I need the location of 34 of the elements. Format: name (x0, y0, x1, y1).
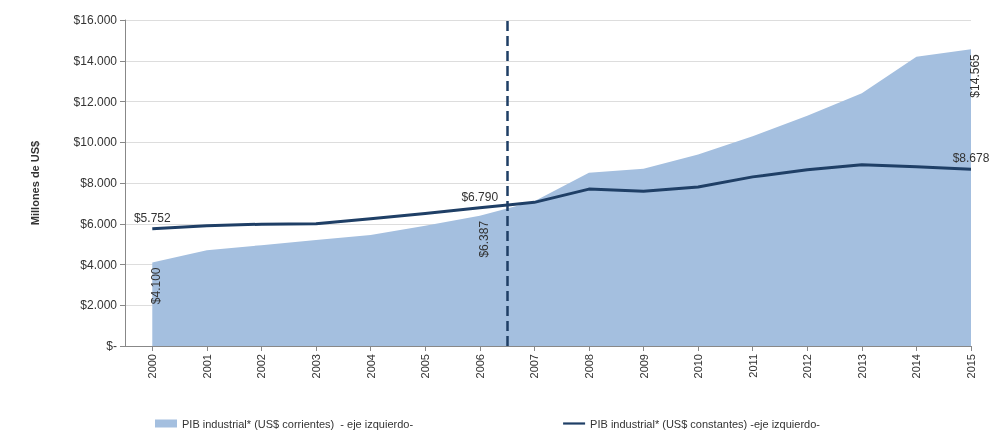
x-tick-label: 2012 (801, 354, 814, 379)
data-label: $6.387 (476, 220, 491, 258)
y-tick-label: $2.000 (80, 298, 118, 313)
x-tick-label: 2004 (364, 354, 377, 379)
x-tick-label: 2007 (528, 354, 541, 379)
legend-label: PIB industrial* (US$ constantes) -eje izquierdo- (590, 417, 821, 430)
y-tick-label: $6.000 (80, 216, 118, 231)
x-tick-label: 2003 (310, 354, 323, 379)
x-tick-label: 2000 (146, 354, 159, 379)
x-tick-label: 2011 (746, 354, 759, 378)
x-tick-label: 2008 (582, 354, 595, 379)
x-tick-label: 2010 (692, 354, 705, 379)
y-tick-label: $- (106, 339, 117, 353)
y-tick-label: $14.000 (73, 53, 118, 68)
legend-label: PIB industrial* (US$ corrientes) - eje izquierdo- (182, 417, 414, 430)
x-tick-label: 2005 (419, 354, 432, 379)
x-tick-label: 2009 (637, 354, 650, 379)
y-tick-label: $10.000 (73, 135, 118, 150)
y-axis-title: Millones de US$ (28, 140, 41, 226)
data-label: $6.790 (461, 189, 499, 204)
x-tick-label: 2001 (200, 354, 213, 379)
y-tick-label: $16.000 (73, 13, 118, 27)
x-tick-label: 2013 (855, 354, 868, 379)
data-label: $14.565 (968, 53, 982, 98)
data-label: $5.752 (133, 210, 171, 225)
y-tick-label: $4.000 (80, 257, 118, 272)
y-tick-label: $12.000 (73, 94, 118, 109)
x-tick-label: 2002 (255, 354, 268, 379)
x-tick-label: 2014 (910, 354, 923, 379)
y-tick-label: $8.000 (80, 176, 118, 190)
data-label: $4.100 (149, 267, 164, 305)
data-label: $8.678 (952, 151, 990, 166)
x-tick-label: 2006 (473, 354, 486, 379)
x-tick-label: 2015 (965, 354, 977, 379)
